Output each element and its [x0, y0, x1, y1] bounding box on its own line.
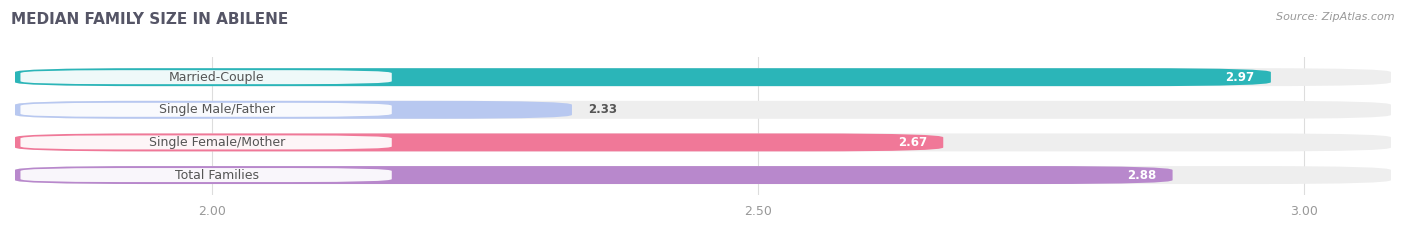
FancyBboxPatch shape: [15, 68, 1391, 86]
FancyBboxPatch shape: [15, 101, 572, 119]
Text: Single Male/Father: Single Male/Father: [159, 103, 276, 116]
FancyBboxPatch shape: [15, 68, 1271, 86]
FancyBboxPatch shape: [15, 166, 1173, 184]
Text: Married-Couple: Married-Couple: [169, 71, 264, 84]
Text: 2.97: 2.97: [1226, 71, 1254, 84]
FancyBboxPatch shape: [21, 168, 392, 182]
FancyBboxPatch shape: [15, 134, 1391, 151]
Text: 2.88: 2.88: [1128, 168, 1156, 182]
FancyBboxPatch shape: [21, 103, 392, 117]
FancyBboxPatch shape: [15, 101, 1391, 119]
Text: Source: ZipAtlas.com: Source: ZipAtlas.com: [1277, 12, 1395, 22]
Text: 2.33: 2.33: [588, 103, 617, 116]
FancyBboxPatch shape: [21, 135, 392, 149]
Text: MEDIAN FAMILY SIZE IN ABILENE: MEDIAN FAMILY SIZE IN ABILENE: [11, 12, 288, 27]
Text: 2.67: 2.67: [898, 136, 927, 149]
Text: Total Families: Total Families: [174, 168, 259, 182]
Text: Single Female/Mother: Single Female/Mother: [149, 136, 285, 149]
FancyBboxPatch shape: [15, 166, 1391, 184]
FancyBboxPatch shape: [21, 70, 392, 84]
FancyBboxPatch shape: [15, 134, 943, 151]
